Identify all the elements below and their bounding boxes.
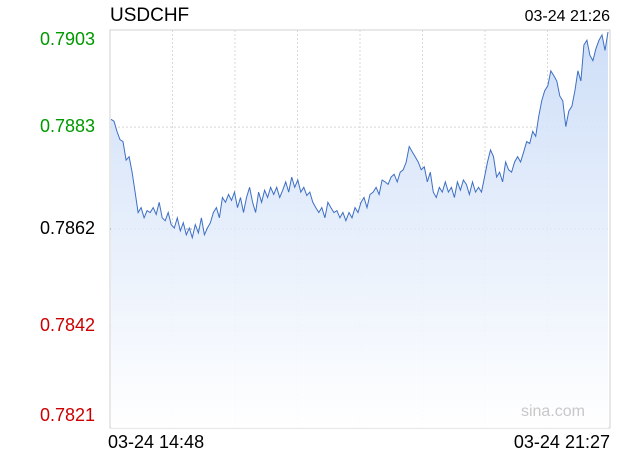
watermark: sina.com	[521, 403, 585, 420]
x-end-label: 03-24 21:27	[514, 432, 610, 452]
price-line	[110, 31, 609, 240]
chart-title: USDCHF	[110, 5, 189, 26]
area	[111, 31, 608, 429]
y-tick-label: 0.7903	[40, 29, 95, 49]
x-start-label: 03-24 14:48	[108, 432, 204, 452]
last-update: 03-24 21:26	[525, 8, 611, 25]
y-tick-label: 0.7883	[40, 116, 95, 136]
y-tick-label: 0.7862	[40, 218, 95, 238]
y-tick-label: 0.7842	[40, 315, 95, 335]
y-tick-label: 0.7821	[40, 405, 95, 425]
